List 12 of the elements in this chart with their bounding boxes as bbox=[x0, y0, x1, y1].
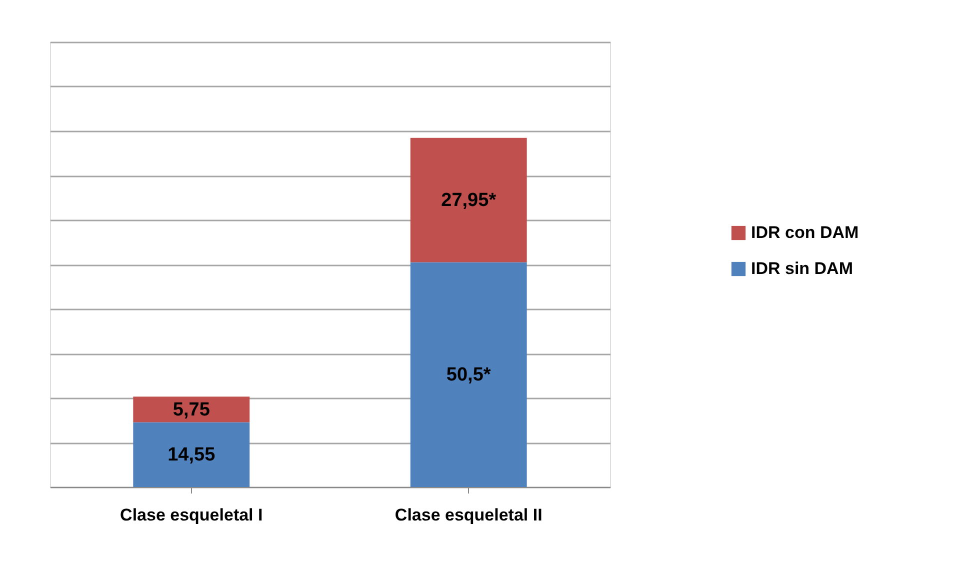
data-label: 27,95* bbox=[441, 190, 497, 212]
bar bbox=[133, 396, 250, 422]
x-tick-label: Clase esqueletal I bbox=[120, 506, 263, 524]
x-tick-label: Clase esqueletal II bbox=[394, 506, 542, 524]
legend-label: IDR sin DAM bbox=[751, 259, 853, 278]
data-label: 5,75 bbox=[172, 399, 210, 420]
legend-label: IDR con DAM bbox=[751, 223, 859, 242]
bar bbox=[410, 138, 527, 262]
data-label: 50,5* bbox=[446, 364, 492, 386]
bar bbox=[410, 262, 527, 487]
data-label: 14,55 bbox=[168, 444, 216, 466]
bar bbox=[133, 422, 250, 487]
